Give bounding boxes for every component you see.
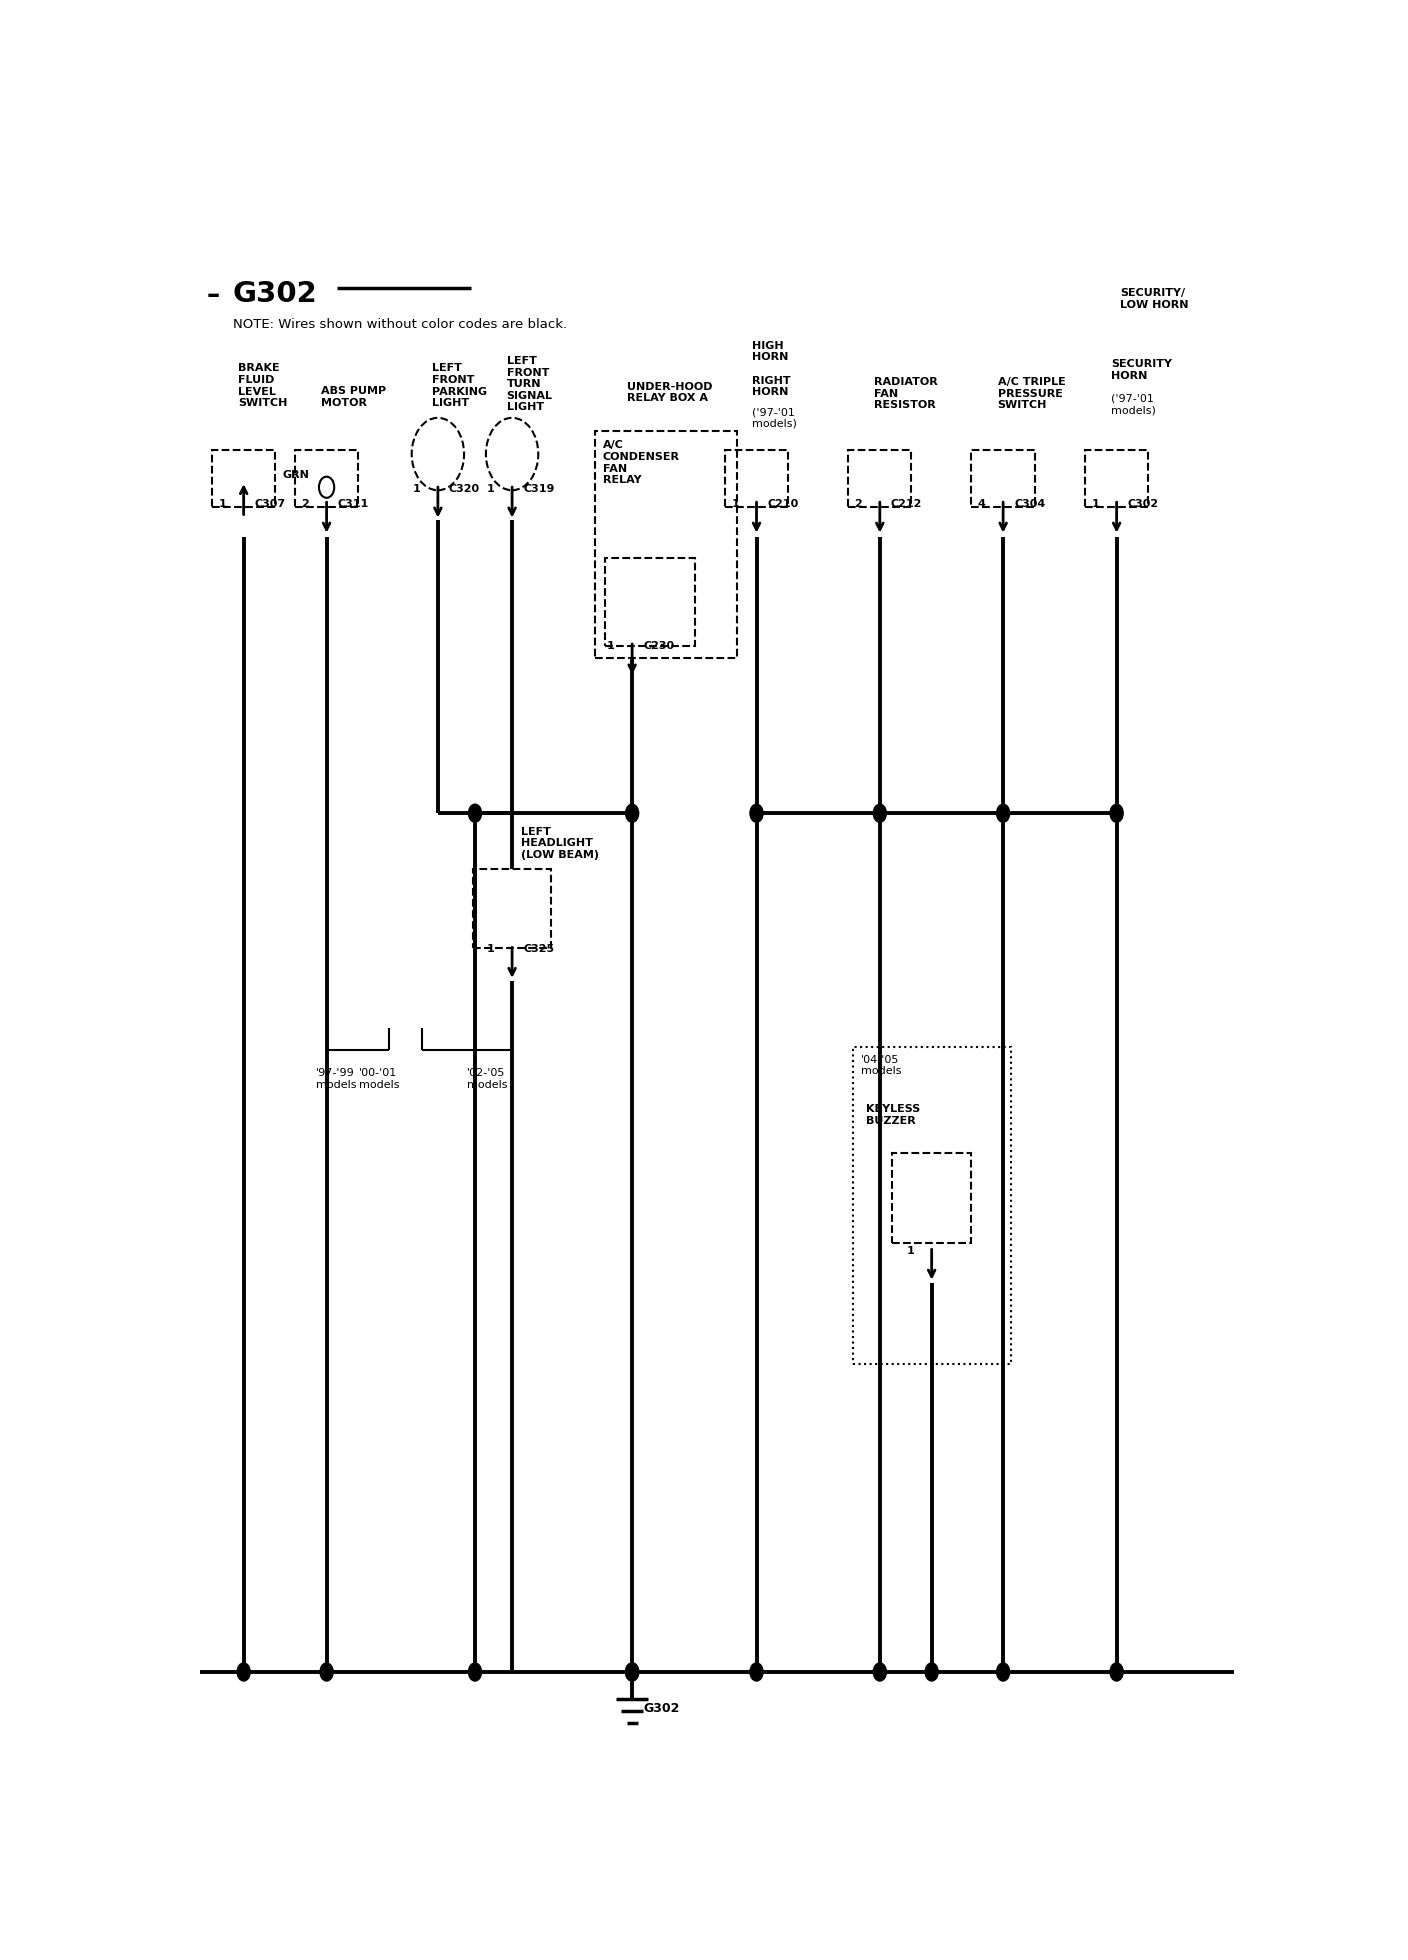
Text: 2: 2	[855, 500, 862, 510]
Text: 1: 1	[907, 1247, 914, 1256]
Circle shape	[1110, 1662, 1124, 1682]
Text: UNDER-HOOD
RELAY BOX A: UNDER-HOOD RELAY BOX A	[627, 382, 712, 404]
Circle shape	[625, 804, 639, 823]
Circle shape	[750, 804, 763, 823]
Text: 1: 1	[607, 641, 615, 651]
Text: C320: C320	[449, 484, 480, 494]
Text: 1: 1	[487, 484, 494, 494]
Text: NOTE: Wires shown without color codes are black.: NOTE: Wires shown without color codes ar…	[232, 318, 567, 331]
Text: SECURITY/
LOW HORN: SECURITY/ LOW HORN	[1119, 288, 1188, 310]
Circle shape	[625, 1662, 639, 1682]
Circle shape	[469, 804, 482, 823]
Text: HIGH
HORN: HIGH HORN	[752, 341, 788, 363]
Text: '04-'05
models: '04-'05 models	[862, 1054, 901, 1076]
Text: RADIATOR
FAN
RESISTOR: RADIATOR FAN RESISTOR	[874, 376, 938, 410]
Circle shape	[925, 1662, 938, 1682]
Text: A/C
CONDENSER
FAN
RELAY: A/C CONDENSER FAN RELAY	[603, 441, 680, 486]
Text: ('97-'01
models): ('97-'01 models)	[1111, 394, 1156, 416]
Circle shape	[750, 1662, 763, 1682]
Circle shape	[1110, 804, 1124, 823]
Text: C307: C307	[255, 500, 286, 510]
Text: RIGHT
HORN: RIGHT HORN	[752, 376, 791, 398]
Text: G302: G302	[232, 280, 317, 308]
Text: 1: 1	[413, 484, 421, 494]
Text: ('97-'01
models): ('97-'01 models)	[752, 408, 797, 429]
Circle shape	[320, 1662, 334, 1682]
Text: LEFT
FRONT
PARKING
LIGHT: LEFT FRONT PARKING LIGHT	[432, 363, 487, 408]
Text: A/C TRIPLE
PRESSURE
SWITCH: A/C TRIPLE PRESSURE SWITCH	[998, 376, 1066, 410]
Circle shape	[469, 1662, 482, 1682]
Text: GRN: GRN	[282, 470, 310, 480]
Text: C210: C210	[767, 500, 798, 510]
Text: BRAKE
FLUID
LEVEL
SWITCH: BRAKE FLUID LEVEL SWITCH	[238, 363, 287, 408]
Text: 2: 2	[301, 500, 310, 510]
Circle shape	[625, 1662, 639, 1682]
Text: LEFT
FRONT
TURN
SIGNAL
LIGHT: LEFT FRONT TURN SIGNAL LIGHT	[507, 357, 552, 412]
Text: KEYLESS
BUZZER: KEYLESS BUZZER	[866, 1105, 919, 1127]
Text: C311: C311	[338, 500, 369, 510]
Text: 1: 1	[487, 945, 494, 955]
Circle shape	[873, 1662, 887, 1682]
Circle shape	[997, 804, 1010, 823]
Text: C230: C230	[643, 641, 674, 651]
Circle shape	[320, 476, 334, 498]
Text: 1: 1	[218, 500, 227, 510]
Circle shape	[873, 804, 887, 823]
Text: G302: G302	[643, 1701, 680, 1715]
Text: 1: 1	[731, 500, 739, 510]
Text: SECURITY
HORN: SECURITY HORN	[1111, 359, 1171, 380]
Circle shape	[237, 1662, 251, 1682]
Text: –: –	[207, 284, 220, 310]
Text: C319: C319	[522, 484, 555, 494]
Text: 4: 4	[977, 500, 986, 510]
Text: LEFT
HEADLIGHT
(LOW BEAM): LEFT HEADLIGHT (LOW BEAM)	[521, 827, 598, 860]
Text: '97-'99
models: '97-'99 models	[315, 1068, 356, 1090]
Text: C212: C212	[891, 500, 922, 510]
Circle shape	[997, 1662, 1010, 1682]
Text: C304: C304	[1014, 500, 1045, 510]
Text: C302: C302	[1128, 500, 1159, 510]
Text: '00-'01
models: '00-'01 models	[359, 1068, 400, 1090]
Text: 1: 1	[1091, 500, 1100, 510]
Text: '02-'05
models: '02-'05 models	[467, 1068, 508, 1090]
Text: ABS PUMP
MOTOR: ABS PUMP MOTOR	[321, 386, 386, 408]
Text: C325: C325	[522, 945, 555, 955]
